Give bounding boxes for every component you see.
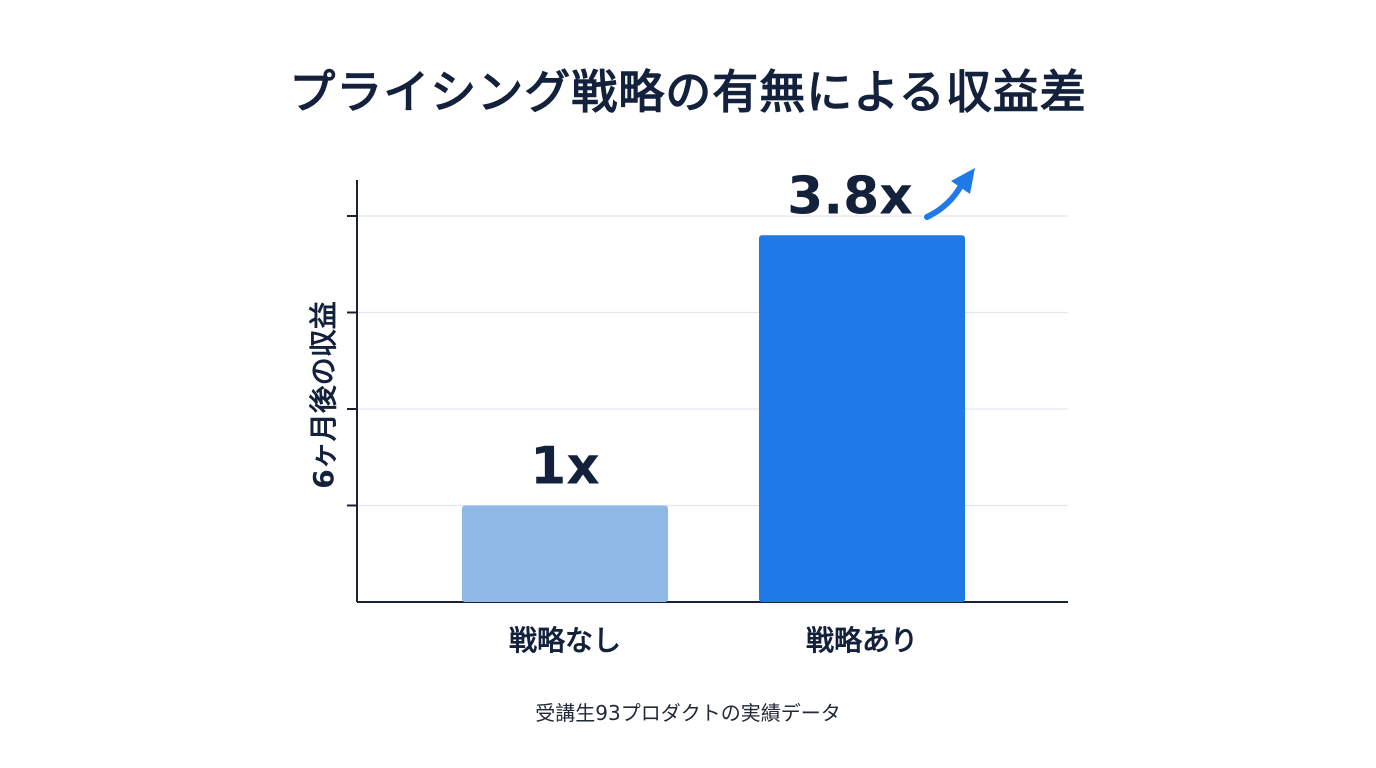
bar-value-label: 1x: [530, 437, 600, 497]
bars: [462, 235, 965, 603]
bar-with-strategy: [759, 235, 965, 603]
bar-value-label: 3.8x: [787, 166, 913, 226]
trend-up-arrow-icon: [924, 168, 975, 220]
x-tick-label: 戦略あり: [806, 624, 918, 657]
footnote: 受講生93プロダクトの実績データ: [535, 701, 841, 725]
labels: 1x 戦略なし 3.8x 戦略あり: [509, 166, 975, 657]
x-tick-label: 戦略なし: [509, 624, 621, 657]
bar-without-strategy: [462, 505, 668, 602]
chart-title: プライシング戦略の有無による収益差: [289, 65, 1087, 119]
